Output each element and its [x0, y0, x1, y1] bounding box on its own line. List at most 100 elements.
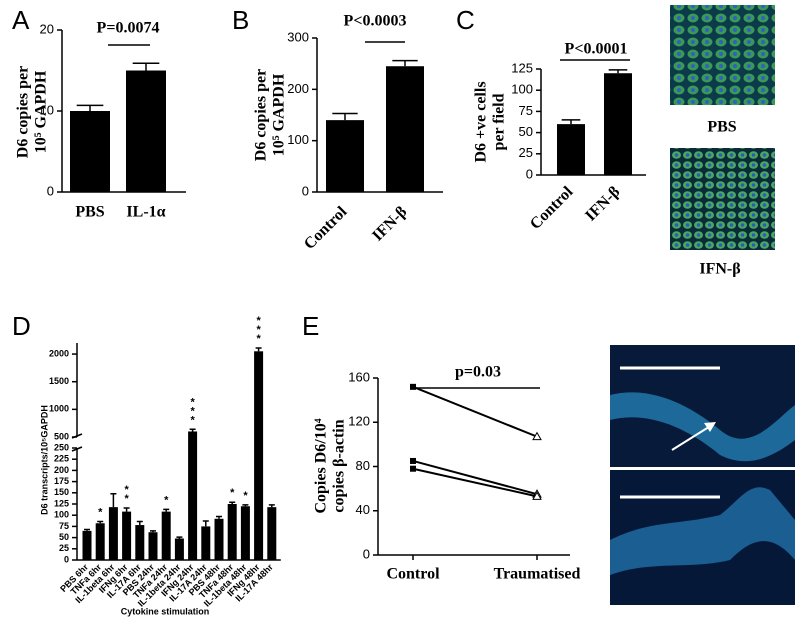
bar [557, 124, 585, 175]
y-tick-label: 300 [287, 29, 309, 44]
bar [174, 538, 184, 560]
series-line [412, 385, 538, 438]
y-tick-label: 200 [54, 465, 69, 475]
x-tick-label: Control [527, 183, 577, 233]
x-tick-label: Traumatised [494, 566, 581, 583]
x-tick-label: IL-1α [126, 204, 165, 221]
annotation: P=0.0074 [97, 20, 160, 37]
y-tick-label: 125 [511, 60, 533, 75]
x-tick-label: IFN-β [369, 203, 410, 244]
bar [82, 530, 92, 560]
error-bar [136, 520, 143, 526]
error-bar [268, 504, 275, 508]
error-bar [163, 508, 170, 512]
y-axis-title: D6 copies per [253, 69, 270, 161]
panel-label: E [302, 311, 319, 341]
y-tick-label: 200 [287, 81, 309, 96]
y-tick-label: 100 [511, 82, 533, 97]
y-tick-label: 0 [47, 183, 54, 198]
significance: *** [253, 315, 265, 342]
micrograph [670, 5, 775, 105]
bar [201, 526, 211, 560]
x-tick-label: Control [386, 566, 440, 583]
point [410, 465, 416, 472]
point [410, 457, 416, 464]
bar [254, 351, 264, 560]
y-tick-label: 0 [363, 546, 370, 561]
y-axis-title: D6 +ve cells [473, 81, 490, 162]
y-axis-title: 10⁵ GAPDH [271, 73, 288, 156]
y-tick-label: 250 [54, 442, 69, 452]
point [532, 491, 542, 500]
y-tick-label: 500 [54, 431, 69, 441]
x-tick-label: PBS [75, 204, 104, 221]
bar [326, 120, 364, 192]
significance: * [226, 487, 238, 496]
significance: *** [187, 396, 199, 423]
error-bar [123, 507, 130, 512]
error-bar [110, 492, 117, 508]
y-tick-label: 120 [348, 414, 370, 429]
micrograph [670, 148, 775, 250]
bar [267, 507, 277, 560]
bar [604, 73, 632, 175]
y-tick-label: 225 [54, 454, 69, 464]
significance: ** [121, 484, 133, 502]
error-bar [561, 119, 581, 125]
y-axis-title: copies β-actin [331, 419, 348, 512]
error-bar [132, 62, 160, 71]
y-tick-label: 10 [40, 102, 54, 117]
bar [95, 523, 105, 560]
panel-label: A [12, 5, 30, 35]
error-bar [76, 104, 104, 111]
axis-break [71, 446, 83, 452]
bar [122, 511, 132, 560]
panel-label: B [232, 5, 249, 35]
error-bar [189, 428, 196, 432]
bar [161, 511, 171, 560]
y-tick-label: 75 [59, 521, 69, 531]
x-tick-label: Control [301, 203, 351, 253]
error-bar [608, 69, 628, 74]
bar [70, 111, 110, 192]
y-tick-label: 80 [356, 458, 370, 473]
micrograph [610, 470, 795, 605]
annotation: P<0.0003 [344, 13, 407, 30]
y-tick-label: 2000 [49, 348, 69, 358]
y-tick-label: 100 [287, 132, 309, 147]
y-tick-label: 100 [54, 510, 69, 520]
y-tick-label: 175 [54, 476, 69, 486]
error-bar [255, 347, 262, 352]
image-label: IFN-β [699, 261, 740, 278]
y-tick-label: 40 [356, 502, 370, 517]
bar [135, 525, 145, 560]
point [410, 383, 416, 390]
annotation: P<0.0001 [565, 41, 628, 58]
x-axis-title: Cytokine stimulation [121, 606, 210, 616]
panel-label: C [456, 5, 475, 35]
error-bar [332, 112, 358, 121]
y-axis-title: 10⁵ GAPDH [33, 70, 50, 153]
y-tick-label: 0 [64, 554, 69, 564]
error-bar [84, 528, 90, 531]
y-tick-label: 160 [348, 369, 370, 384]
annotation: p=0.03 [455, 364, 501, 381]
y-tick-label: 25 [59, 543, 69, 553]
error-bar [216, 515, 222, 519]
micrograph [610, 345, 795, 467]
y-tick-label: 1000 [49, 404, 69, 414]
y-tick-label: 50 [519, 124, 533, 139]
y-tick-label: 125 [54, 498, 69, 508]
y-axis-title: per field [491, 93, 508, 150]
bar [108, 507, 118, 560]
bar [386, 66, 424, 192]
x-tick-label: IFN-β [582, 183, 623, 224]
series-line [412, 460, 538, 496]
point [532, 431, 542, 441]
y-tick-label: 0 [526, 166, 533, 181]
y-tick-label: 75 [519, 103, 533, 118]
significance: * [94, 506, 106, 515]
significance: * [239, 490, 251, 499]
error-bar [202, 520, 209, 527]
